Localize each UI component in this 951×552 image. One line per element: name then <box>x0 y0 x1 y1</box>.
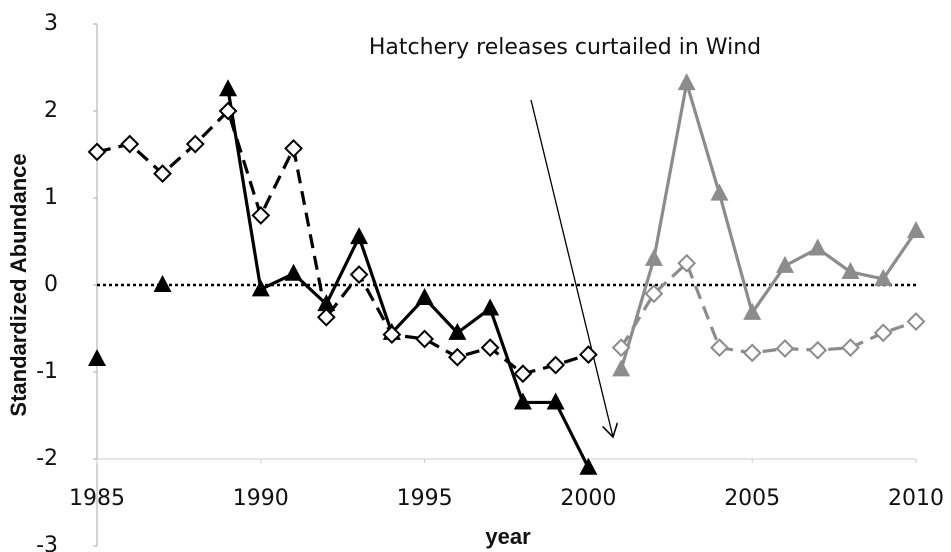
x-tick-label: 2005 <box>724 486 780 511</box>
diamond-marker <box>677 253 697 273</box>
diamond-marker <box>644 284 664 304</box>
diamond-marker <box>447 347 467 367</box>
y-tick-label: 1 <box>44 185 58 210</box>
diamond-marker <box>710 338 729 358</box>
diamond-marker <box>841 338 860 358</box>
triangle-marker <box>284 263 303 281</box>
triangle-marker <box>874 268 893 286</box>
triangle-marker <box>513 392 532 410</box>
series-line <box>96 107 589 376</box>
diamond-marker <box>153 164 172 184</box>
triangle-marker <box>350 227 369 245</box>
diamond-marker <box>546 355 566 375</box>
x-tick-label: 1985 <box>69 486 125 511</box>
y-axis-title: Standardized Abundance <box>6 153 31 416</box>
triangle-marker <box>743 302 762 320</box>
diamond-marker <box>87 142 107 162</box>
triangle-marker <box>317 294 336 312</box>
series-line <box>619 260 917 355</box>
triangle-marker <box>219 79 238 97</box>
diamond-marker <box>513 364 533 384</box>
diamond-marker <box>415 329 435 349</box>
diamond-marker <box>316 307 336 327</box>
diamond-marker <box>218 101 238 121</box>
y-tick-label: 0 <box>44 272 58 297</box>
diamond-marker <box>775 339 795 358</box>
triangle-marker <box>612 359 631 377</box>
diamond-marker <box>185 134 205 154</box>
triangle-marker <box>153 275 172 292</box>
diamond-marker <box>120 134 140 154</box>
diamond-marker <box>906 312 926 331</box>
triangle-marker <box>448 322 467 340</box>
y-tick-label: 2 <box>44 98 58 123</box>
triangle-marker <box>644 248 663 266</box>
x-tick-label: 2010 <box>888 486 944 511</box>
triangle-marker <box>775 255 794 273</box>
x-tick-label: 1990 <box>233 486 289 511</box>
triangle-marker <box>251 279 270 297</box>
diamond-marker <box>742 343 762 363</box>
triangle-marker <box>677 73 696 91</box>
x-tick-label: 1995 <box>397 486 453 511</box>
y-tick-label: -3 <box>36 533 58 552</box>
triangle-marker <box>907 221 925 239</box>
triangle-marker <box>808 238 827 256</box>
annotation: Hatchery releases curtailed in Wind <box>369 35 761 60</box>
triangle-marker <box>481 298 500 316</box>
diamond-marker <box>284 138 303 158</box>
triangle-marker <box>88 348 106 366</box>
y-tick-label: -1 <box>36 359 58 384</box>
diamond-marker <box>578 345 598 365</box>
diamond-marker <box>251 205 271 225</box>
y-tick-label: 3 <box>44 11 58 36</box>
diamond-marker <box>808 340 828 360</box>
x-axis-title: year <box>485 524 531 549</box>
diamond-marker <box>349 265 369 284</box>
y-tick-label: -2 <box>36 446 58 471</box>
series-line <box>226 88 590 469</box>
diamond-marker <box>611 338 631 358</box>
triangle-marker <box>579 457 598 475</box>
diamond-marker <box>873 323 893 343</box>
triangle-marker <box>415 288 434 306</box>
x-tick-label: 2000 <box>560 486 616 511</box>
diamond-marker <box>480 338 500 358</box>
diamond-marker <box>382 325 402 345</box>
triangle-marker <box>710 183 729 201</box>
triangle-marker <box>841 261 860 279</box>
annotation-arrow <box>530 99 613 437</box>
series-line <box>619 82 918 370</box>
triangle-marker <box>546 392 565 410</box>
